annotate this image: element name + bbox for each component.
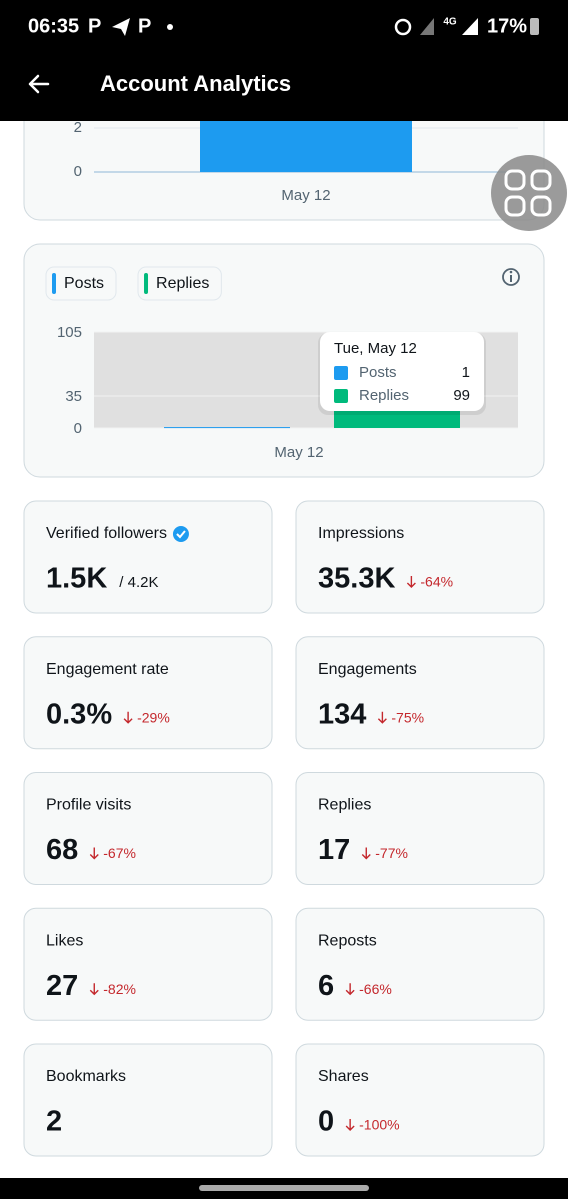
metric-change: -67% [103, 845, 136, 861]
metric-card[interactable] [295, 1043, 545, 1157]
metric-label: Bookmarks [46, 1068, 126, 1085]
down-arrow [406, 576, 416, 588]
metric-card[interactable] [23, 500, 273, 614]
metric-value: 27 [46, 970, 78, 1002]
metric-card[interactable] [23, 907, 273, 1021]
metric-card[interactable] [23, 1043, 273, 1157]
page-title: Account Analytics [100, 71, 291, 96]
down-arrow [345, 983, 355, 996]
y-tick-label: 0 [74, 420, 82, 437]
clock: 06:35 [28, 15, 79, 37]
tooltip-series: Replies [359, 387, 409, 404]
legend-chip[interactable] [45, 266, 117, 301]
telegram-icon [112, 18, 130, 36]
metric-change: -77% [375, 845, 408, 861]
legend-label: Replies [156, 275, 209, 292]
metric-change: -64% [420, 574, 453, 590]
x-tick-label: May 12 [281, 187, 330, 204]
tooltip-title: Tue, May 12 [334, 340, 417, 357]
tooltip-swatch [334, 389, 348, 403]
metric-change: -75% [391, 709, 424, 725]
tooltip-box [320, 332, 484, 411]
y-tick-label: 0 [74, 163, 82, 180]
legend-swatch [52, 273, 56, 294]
metric-label: Reposts [318, 932, 377, 949]
metric-value: 17 [318, 834, 350, 866]
bar [164, 427, 290, 429]
down-arrow [377, 711, 387, 724]
x-tick-label: May 12 [274, 444, 323, 461]
legend-swatch [144, 273, 149, 294]
metric-label: Replies [318, 797, 371, 814]
top-bar [0, 0, 568, 121]
legend-label: Posts [64, 275, 104, 292]
metric-label: Shares [318, 1068, 369, 1085]
tooltip: Tue, May 12 Posts 1 Replies 99 [318, 332, 486, 415]
metric-total: / 4.2K [119, 574, 158, 591]
metric-value: 68 [46, 834, 78, 866]
signal-icon [462, 18, 478, 35]
metric-value: 6 [318, 970, 334, 1002]
metric-card[interactable] [295, 772, 545, 885]
metric-value: 35.3K [318, 563, 395, 595]
alarm-icon [394, 18, 412, 36]
tooltip-series: Posts [359, 364, 397, 381]
metric-value: 0.3% [46, 698, 112, 730]
metric-value: 2 [46, 1106, 62, 1138]
metric-change: -100% [359, 1117, 399, 1133]
metric-card[interactable] [23, 636, 273, 750]
down-arrow [89, 847, 99, 860]
metric-change: -82% [103, 981, 136, 997]
metric-label: Engagement rate [46, 661, 169, 678]
verified-badge [172, 526, 189, 542]
metric-label: Engagements [318, 661, 417, 678]
back-button[interactable] [28, 74, 50, 94]
info-icon-dot [509, 270, 513, 274]
info-icon[interactable] [502, 268, 520, 286]
y-tick-label: 2 [74, 119, 82, 136]
metric-label: Likes [46, 932, 83, 949]
metric-value: 134 [318, 698, 366, 730]
down-arrow [361, 847, 371, 860]
notification-icon: P [88, 15, 101, 37]
metric-label: Verified followers [46, 525, 167, 542]
metric-label: Profile visits [46, 797, 131, 814]
y-tick-label: 105 [57, 324, 82, 341]
battery-level: 17% [487, 15, 527, 37]
info-icon-bar [510, 275, 512, 282]
metric-value: 1.5K [46, 563, 107, 595]
battery-icon [530, 18, 539, 35]
down-arrow [345, 1119, 355, 1131]
floating-button[interactable] [491, 155, 567, 231]
metric-change: -29% [137, 709, 170, 725]
down-arrow [89, 983, 99, 996]
metric-card[interactable] [295, 636, 545, 750]
verified-check [176, 530, 186, 539]
notification-icon: P [138, 15, 151, 37]
metric-card[interactable] [295, 500, 545, 614]
home-indicator[interactable] [199, 1185, 369, 1191]
signal-icon [420, 18, 434, 35]
more-dot [167, 24, 173, 30]
content: 0 2 May 12 0 35 105 Posts Replies May 12 Tue, May… [23, 59, 545, 1157]
legend-chip[interactable] [137, 266, 222, 301]
y-tick-label: 35 [65, 388, 82, 405]
tooltip-value: 99 [453, 387, 470, 404]
metric-change: -66% [359, 981, 392, 997]
tooltip-value: 1 [462, 364, 470, 381]
network-type: 4G [443, 17, 457, 28]
down-arrow [123, 711, 133, 724]
metric-card[interactable] [295, 907, 545, 1021]
tooltip-swatch [334, 366, 348, 380]
metric-card[interactable] [23, 772, 273, 885]
metric-label: Impressions [318, 525, 404, 542]
metric-value: 0 [318, 1106, 334, 1138]
